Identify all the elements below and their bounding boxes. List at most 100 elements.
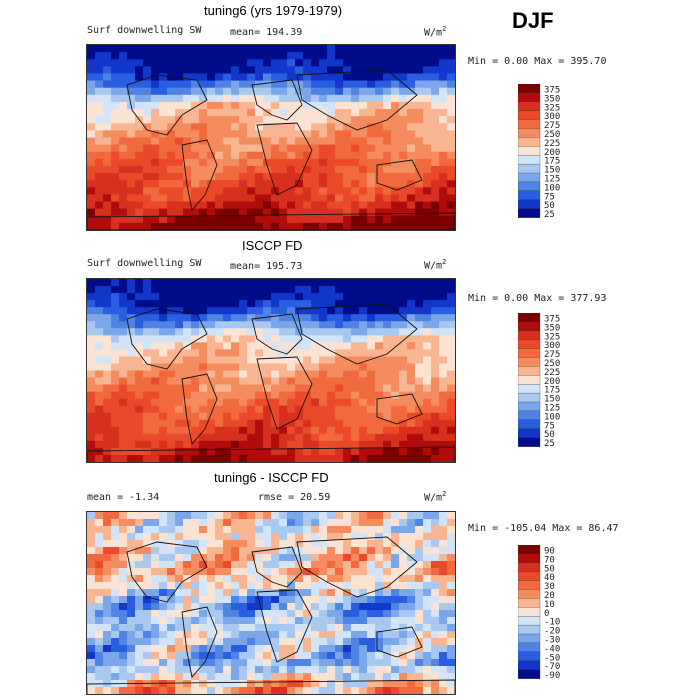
map-cell [111,624,120,632]
map-cell [343,109,352,117]
map-cell [423,314,432,322]
map-cell [391,398,400,407]
map-cell [167,673,176,681]
map-cell [399,617,408,625]
map-cell [295,377,304,386]
colorbar-swatch [517,437,541,447]
map-cell [431,659,440,667]
map-cell [119,370,128,379]
map-cell [191,561,200,569]
map-cell [159,279,168,287]
map-cell [119,652,128,660]
map-cell [95,666,104,674]
map-cell [175,293,184,301]
map-cell [215,144,224,153]
map-cell [391,165,400,174]
map-cell [343,137,352,146]
map-cell [263,589,272,597]
map-cell [423,603,432,611]
map-cell [295,137,304,146]
map-cell [431,652,440,660]
map-cell [439,384,448,393]
map-cell [231,45,240,53]
map-cell [423,568,432,576]
map-cell [135,222,144,230]
map-cell [159,335,168,343]
map-cell [263,144,272,153]
map-cell [183,568,192,576]
map-cell [263,645,272,653]
map-cell [191,363,200,372]
map-cell [423,73,432,82]
map-cell [255,123,264,131]
map-cell [351,165,360,174]
map-cell [431,279,440,287]
map-cell [87,575,96,583]
map-cell [127,554,136,562]
map-cell [127,638,136,646]
map-cell [183,80,192,89]
map-cell [263,328,272,336]
map-cell [279,52,288,60]
map-cell [159,617,168,625]
map-cell [119,80,128,89]
map-cell [215,554,224,562]
map-cell [287,687,296,694]
map-cell [207,561,216,569]
map-cell [399,335,408,343]
map-cell [223,180,232,188]
map-cell [143,201,152,210]
map-cell [335,638,344,646]
coastline [296,69,418,131]
map-cell [431,101,440,110]
map-cell [311,158,320,167]
map-cell [423,187,432,196]
map-cell [143,208,152,217]
map-cell [335,617,344,625]
map-cell [399,137,408,146]
map-cell [135,617,144,625]
coastline [126,541,208,603]
map-cell [103,610,112,618]
map-cell [415,286,424,294]
map-cell [295,426,304,435]
map-cell [303,603,312,611]
map-cell [343,652,352,660]
map-cell [303,589,312,597]
map-cell [319,349,328,358]
map-cell [207,109,216,117]
map-cell [279,519,288,527]
map-cell [103,307,112,315]
map-cell [231,533,240,541]
map-cell [423,687,432,694]
map-cell [423,59,432,67]
map-cell [311,433,320,442]
map-cell [127,512,136,520]
map-cell [367,652,376,660]
map-cell [255,568,264,576]
map-cell [255,687,264,694]
map-cell [287,151,296,160]
map-cell [175,286,184,294]
map-cell [159,568,168,576]
map-cell [431,293,440,301]
map-cell [255,279,264,287]
map-cell [191,526,200,534]
map-cell [407,645,416,653]
map-cell [95,610,104,618]
map-cell [311,116,320,124]
map-cell [95,137,104,146]
map-cell [343,519,352,527]
map-cell [351,208,360,217]
map-cell [175,215,184,224]
map-cell [127,652,136,660]
map-cell [127,356,136,365]
map-cell [167,638,176,646]
map-cell [343,582,352,590]
map-cell [271,279,280,287]
map-cell [191,398,200,407]
map-cell [103,638,112,646]
map-cell [327,194,336,203]
map-cell [359,94,368,103]
map-cell [255,603,264,611]
